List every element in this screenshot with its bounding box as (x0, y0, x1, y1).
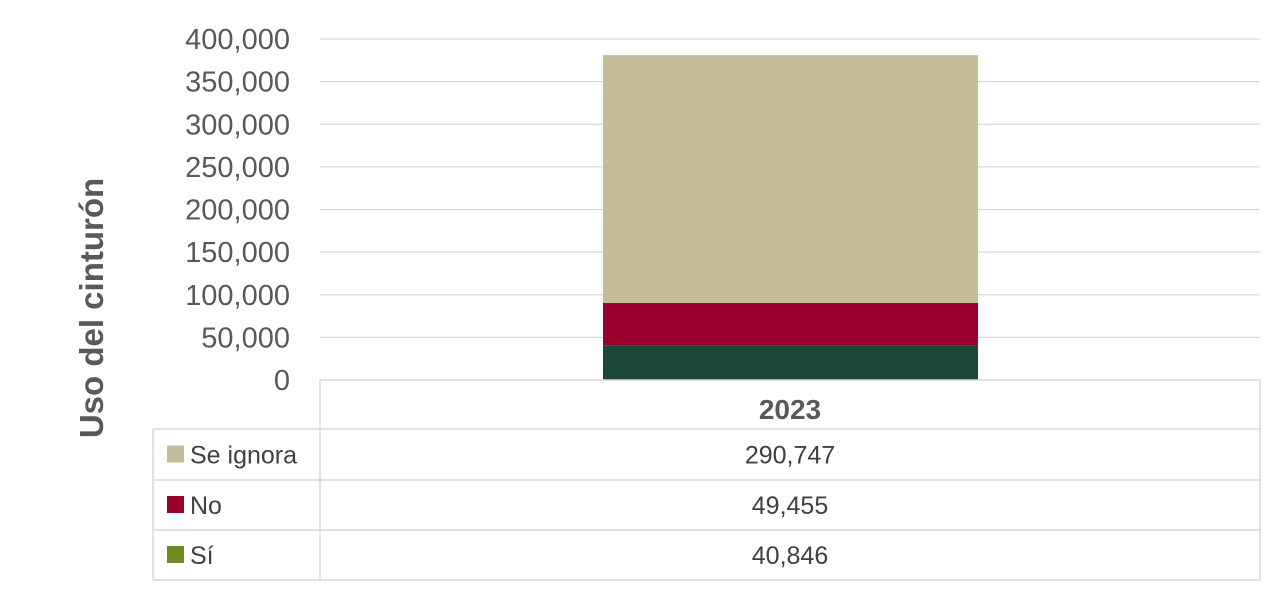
y-tick-label: 350,000 (185, 67, 290, 99)
bars (603, 55, 978, 380)
y-tick-label: 50,000 (201, 322, 290, 354)
category-label: 2023 (759, 394, 821, 425)
legend-swatch (167, 546, 184, 563)
bar-segment (603, 55, 978, 304)
y-tick-label: 200,000 (185, 195, 290, 227)
legend-swatch (167, 496, 184, 513)
y-tick-label: 150,000 (185, 237, 290, 269)
data-table: 2023 Se ignora 290,747 No 49,455 Sí 40,846 (152, 379, 1261, 581)
y-tick-label: 0 (274, 365, 290, 397)
table-value: 49,455 (752, 492, 828, 520)
y-axis-ticks: 0 50,000 100,000 150,000 200,000 250,000 300,0… (185, 24, 290, 397)
y-axis-label: Uso del cinturón (73, 178, 110, 438)
y-tick-label: 300,000 (185, 109, 290, 141)
legend-label: No (190, 492, 222, 520)
table-value: 40,846 (752, 542, 828, 570)
bar-segment (603, 345, 978, 380)
y-tick-label: 100,000 (185, 280, 290, 312)
bar-segment (603, 303, 978, 346)
legend-label: Se ignora (190, 442, 297, 470)
y-tick-label: 400,000 (185, 24, 290, 56)
legend-label: Sí (190, 542, 214, 570)
legend-swatch (167, 445, 184, 463)
table-value: 290,747 (745, 442, 835, 470)
y-tick-label: 250,000 (185, 152, 290, 184)
